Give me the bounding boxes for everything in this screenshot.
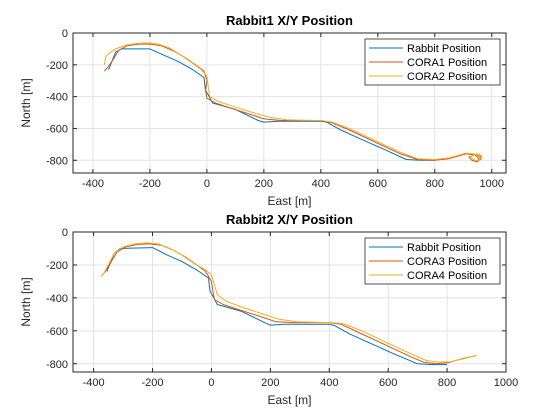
x-tick-label: 1000 — [480, 178, 504, 190]
series-group — [103, 42, 483, 163]
y-tick-label: -800 — [46, 359, 68, 371]
y-axis-label: North [m] — [19, 277, 33, 326]
y-axis-label: North [m] — [19, 78, 33, 127]
x-axis-label: East [m] — [267, 393, 311, 407]
series-line-2 — [103, 43, 481, 163]
series-line-3 — [103, 42, 483, 162]
x-tick-label: -200 — [139, 178, 161, 190]
y-tick-label: 0 — [62, 227, 68, 239]
legend-entry: Rabbit Position — [407, 242, 481, 254]
series-line-3 — [100, 242, 477, 363]
x-tick-label: -400 — [82, 178, 104, 190]
axes-box — [72, 231, 507, 373]
x-tick-label: 0 — [208, 377, 214, 389]
y-tick-label: -600 — [46, 123, 68, 135]
y-tick-label: 0 — [62, 28, 68, 40]
x-tick-label: -400 — [83, 377, 105, 389]
x-tick-label: 200 — [261, 377, 279, 389]
series-line-1 — [108, 48, 435, 161]
y-tick-label: -400 — [46, 293, 68, 305]
legend-entry: CORA2 Position — [407, 71, 487, 83]
series-group — [100, 242, 477, 366]
legend-entry: Rabbit Position — [407, 43, 481, 55]
y-tick-label: -200 — [46, 60, 68, 72]
x-tick-label: 0 — [204, 178, 210, 190]
y-tick-label: -400 — [46, 92, 68, 104]
series-line-2 — [102, 243, 477, 365]
plot-rabbit2: -400 -200 0 200 400 600 800 1000 0 -200 -400 -600 -8… — [19, 212, 518, 407]
y-tick-label: -800 — [46, 155, 68, 167]
x-tick-label: 800 — [426, 178, 444, 190]
x-tick-label: 600 — [369, 178, 387, 190]
legend-entry: CORA1 Position — [407, 57, 487, 69]
y-tick-label: -200 — [46, 260, 68, 272]
axes-box — [72, 32, 507, 174]
legend: Rabbit Position CORA1 Position CORA2 Posit… — [364, 38, 501, 86]
legend: Rabbit Position CORA3 Position CORA4 Posit… — [364, 237, 501, 285]
chart-title: Rabbit1 X/Y Position — [226, 13, 353, 28]
x-tick-label: 800 — [438, 377, 456, 389]
legend-entry: CORA3 Position — [407, 256, 487, 268]
x-tick-label: 400 — [320, 377, 338, 389]
chart-title: Rabbit2 X/Y Position — [226, 212, 353, 227]
x-tick-label: 1000 — [494, 377, 518, 389]
series-line-1 — [106, 247, 448, 366]
x-tick-label: 200 — [255, 178, 273, 190]
y-tick-label: -600 — [46, 326, 68, 338]
plot-rabbit1: -400 -200 0 200 400 600 800 1000 0 -200 -400 -600 -8… — [19, 13, 507, 208]
x-axis-label: East [m] — [267, 194, 311, 208]
x-tick-label: 600 — [379, 377, 397, 389]
legend-entry: CORA4 Position — [407, 270, 487, 282]
x-tick-label: -200 — [142, 377, 164, 389]
x-tick-label: 400 — [312, 178, 330, 190]
